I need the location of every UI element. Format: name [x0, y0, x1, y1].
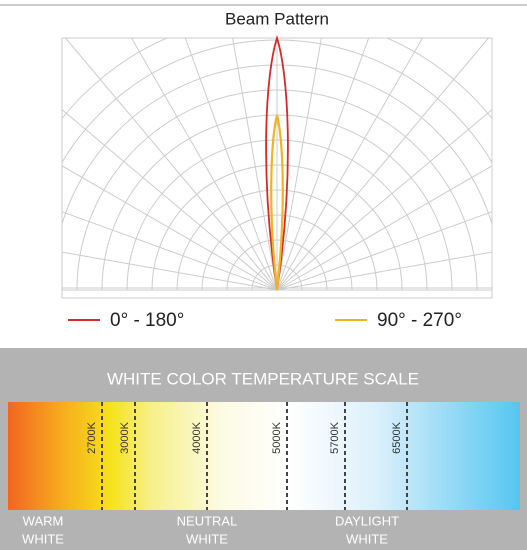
marker-label: 6500K	[391, 421, 403, 453]
scale-title: WHITE COLOR TEMPERATURE SCALE	[107, 369, 419, 388]
marker-label: 3000K	[119, 421, 131, 453]
zone-label: WHITE	[22, 531, 64, 546]
zone-label: WHITE	[346, 531, 388, 546]
grid-ray	[276, 38, 322, 291]
polar-grid	[62, 38, 492, 291]
zone-label: NEUTRAL	[177, 513, 238, 528]
beam-lobes	[265, 34, 289, 291]
marker-label: 5700K	[329, 421, 341, 453]
color-bar	[8, 402, 520, 510]
lobe	[270, 114, 284, 291]
marker-label: 4000K	[191, 421, 203, 453]
grid-ray	[276, 165, 492, 291]
legend-label: 90° - 270°	[377, 310, 462, 331]
markers: 2700K 3000K 4000K 5000K 5700K 6500K	[86, 402, 408, 510]
grid-ray	[276, 38, 370, 291]
grid-ray	[276, 38, 424, 291]
zones: WARM WHITE NEUTRAL WHITE DAYLIGHT WHITE	[22, 513, 399, 546]
grid-ray	[276, 211, 492, 291]
legend-label: 0° - 180°	[110, 310, 184, 331]
legend: 0° - 180° 90° - 270°	[68, 310, 462, 331]
marker-label: 5000K	[271, 421, 283, 453]
zone-label: WHITE	[186, 531, 228, 546]
grid-ray	[276, 251, 492, 291]
grid-ray	[276, 108, 492, 291]
grid-ray	[64, 38, 278, 291]
grid-ray	[62, 211, 278, 291]
grid-ray	[184, 38, 278, 291]
grid-ray	[232, 38, 278, 291]
marker-label: 2700K	[86, 421, 98, 453]
title: Beam Pattern	[225, 9, 329, 28]
grid-ray	[62, 108, 278, 291]
zone-label: WARM	[23, 513, 64, 528]
grid-ray	[62, 165, 278, 291]
grid-ray	[62, 251, 278, 291]
grid-ray	[276, 38, 490, 291]
zone-label: DAYLIGHT	[335, 513, 399, 528]
grid-ray	[130, 38, 278, 291]
lobe	[265, 34, 289, 291]
